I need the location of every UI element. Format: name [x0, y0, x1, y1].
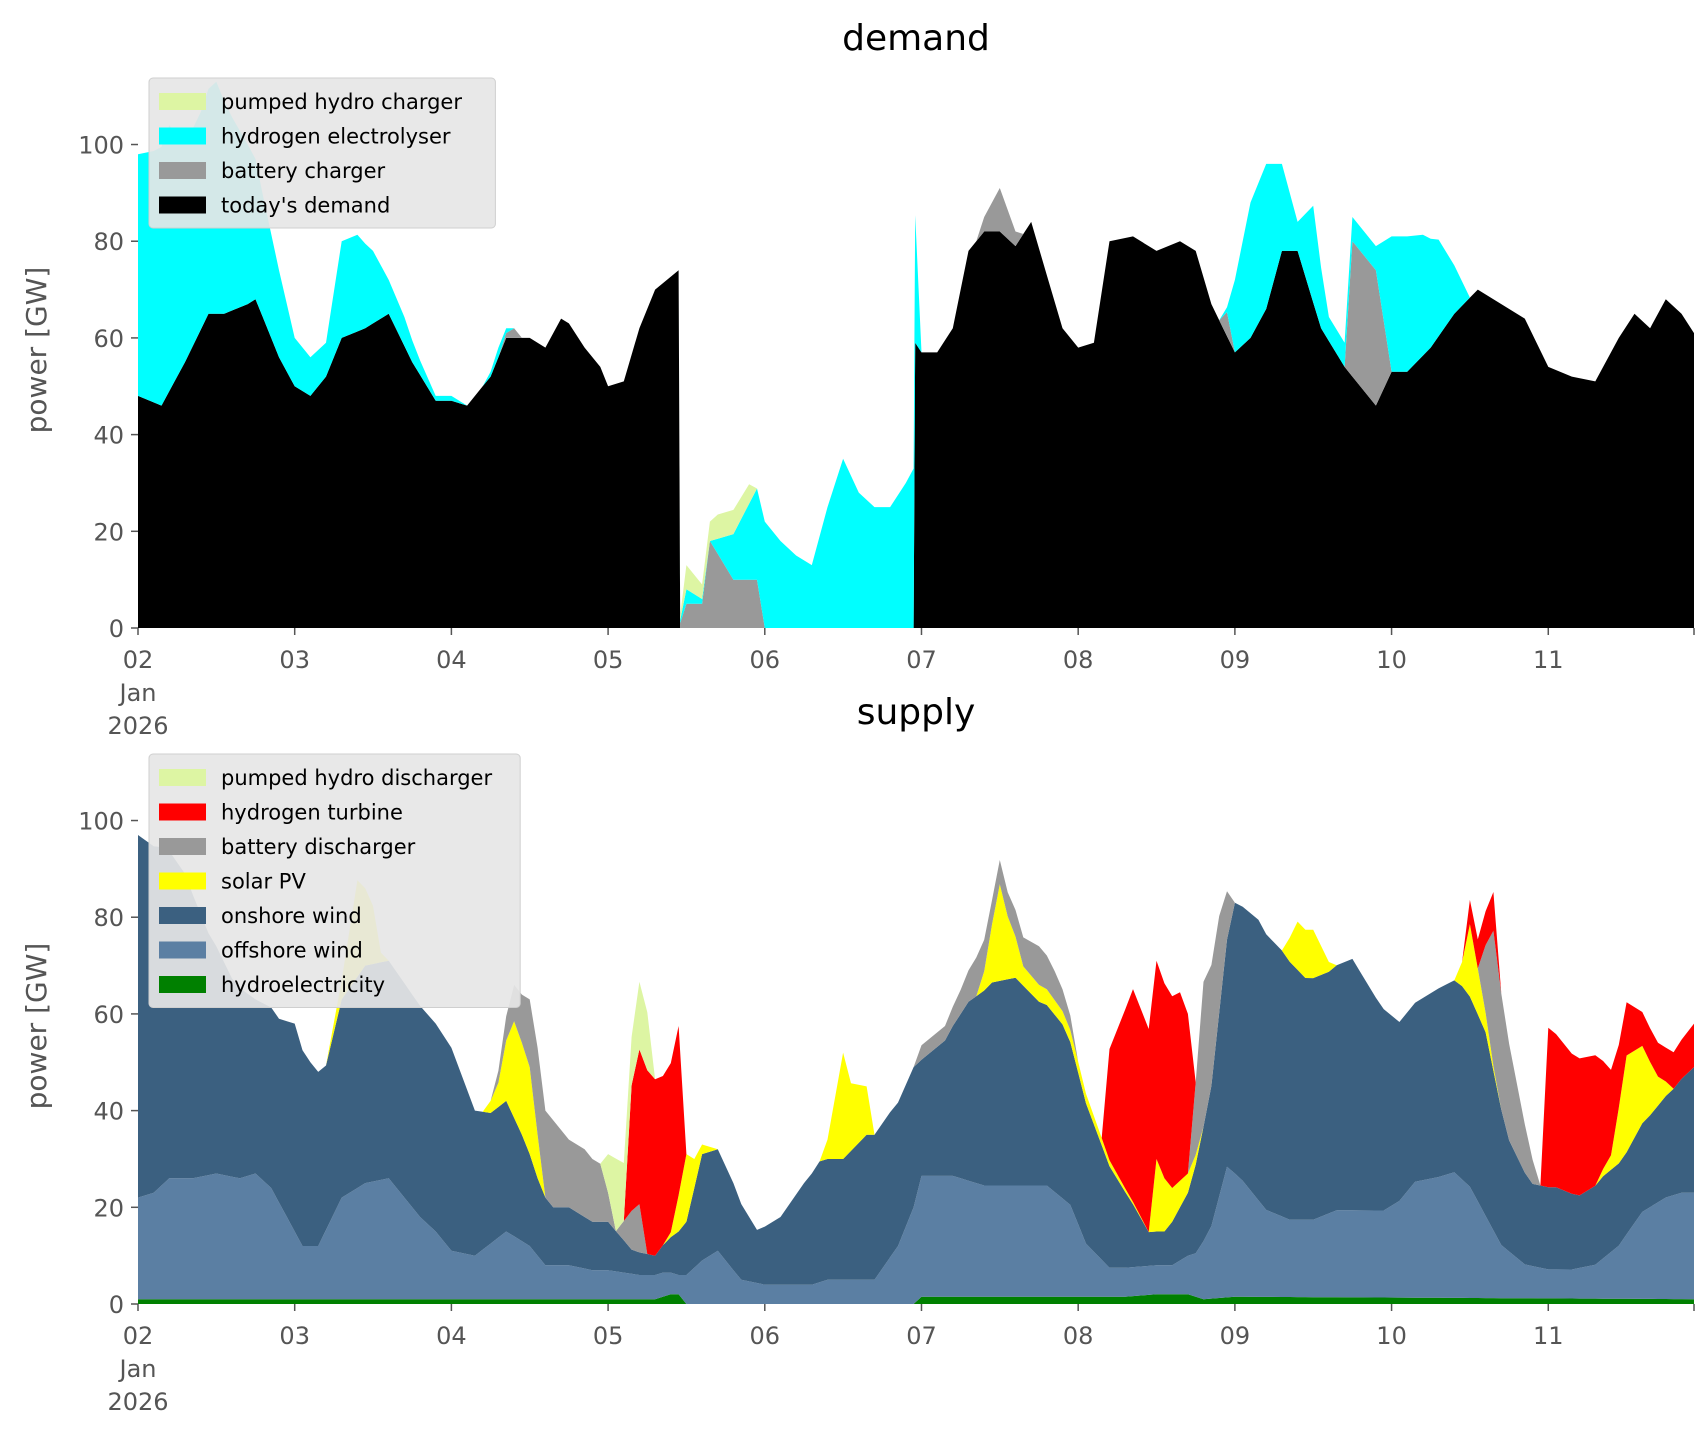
legend-item: battery discharger — [159, 835, 416, 859]
x-tick-label: 04 — [436, 1322, 467, 1350]
y-tick-label: 0 — [109, 1291, 124, 1319]
y-tick-label: 20 — [93, 518, 124, 546]
x-tick-label: 10 — [1376, 646, 1407, 674]
y-axis-label: power [GW] — [20, 943, 53, 1110]
x-tick-label: 11 — [1533, 646, 1564, 674]
chart-title: demand — [842, 18, 990, 59]
series-area-solar-pv — [138, 835, 1694, 1256]
legend-swatch — [159, 838, 206, 855]
x-tick-label: 08 — [1063, 1322, 1094, 1350]
x-tick-label: 03 — [279, 1322, 310, 1350]
x-axis: 02 Jan 2026 03 04 05 06 07 08 09 10 11 — [107, 1304, 1695, 1416]
y-tick-label: 60 — [93, 1001, 124, 1029]
x-tick-label: 11 — [1533, 1322, 1564, 1350]
x-axis: 02 Jan 2026 03 04 05 06 07 08 09 10 11 — [107, 628, 1695, 740]
legend-swatch — [159, 769, 206, 786]
x-tick-label: 03 — [279, 646, 310, 674]
legend-item: onshore wind — [159, 904, 362, 928]
legend-label: pumped hydro discharger — [221, 766, 492, 790]
legend-box — [148, 753, 521, 1008]
legend-box — [148, 77, 496, 229]
x-tick-label: 07 — [906, 1322, 937, 1350]
x-tick-label: 04 — [436, 646, 467, 674]
x-tick-label: 02 Jan 2026 — [107, 646, 168, 740]
legend-item: hydrogen electrolyser — [159, 125, 451, 149]
legend-item: pumped hydro discharger — [159, 766, 492, 790]
legend-swatch — [159, 976, 206, 993]
legend-item: hydroelectricity — [159, 973, 385, 997]
legend-label: pumped hydro charger — [221, 90, 462, 114]
x-tick-label: 10 — [1376, 1322, 1407, 1350]
legend-item: battery charger — [159, 159, 386, 183]
y-tick-label: 0 — [109, 615, 124, 643]
legend-swatch — [159, 162, 206, 179]
legend-swatch — [159, 93, 206, 110]
x-tick-label: 07 — [906, 646, 937, 674]
series-area-hydroelectricity — [138, 1294, 1694, 1304]
legend-label: hydrogen turbine — [221, 801, 403, 825]
y-tick-label: 60 — [93, 325, 124, 353]
x-tick-label: 02 Jan 2026 — [107, 1322, 168, 1416]
legend-swatch — [159, 803, 206, 821]
series-area-offshore-wind — [138, 1166, 1694, 1304]
legend-label: battery charger — [221, 159, 386, 183]
legend-label: solar PV — [221, 870, 306, 894]
legend: pumped hydro discharger hydrogen turbine b… — [148, 753, 521, 1008]
legend-item: today's demand — [159, 194, 390, 218]
stack-areas — [138, 81, 1694, 628]
x-tick-label: 06 — [750, 646, 781, 674]
legend-item: hydrogen turbine — [159, 801, 403, 825]
x-tick-label: 09 — [1220, 1322, 1251, 1350]
legend: pumped hydro charger hydrogen electrolyse… — [148, 77, 496, 229]
chart-title: supply — [857, 692, 976, 733]
legend-swatch — [159, 872, 206, 890]
legend-item: solar PV — [159, 870, 306, 894]
legend-label: battery discharger — [221, 835, 416, 859]
x-tick-label: 08 — [1063, 646, 1094, 674]
legend-swatch — [159, 907, 206, 924]
y-tick-label: 40 — [93, 1098, 124, 1126]
x-tick-label: 05 — [593, 1322, 624, 1350]
legend-swatch — [159, 941, 206, 959]
legend-swatch — [159, 127, 206, 145]
x-tick-label: 05 — [593, 646, 624, 674]
legend-label: offshore wind — [221, 939, 363, 963]
legend-label: hydrogen electrolyser — [221, 125, 451, 149]
y-axis-label: power [GW] — [20, 267, 53, 434]
legend-swatch — [159, 196, 206, 214]
y-tick-label: 100 — [78, 808, 124, 836]
x-tick-label: 09 — [1220, 646, 1251, 674]
y-tick-label: 100 — [78, 132, 124, 160]
legend-item: offshore wind — [159, 939, 363, 963]
legend-label: onshore wind — [221, 904, 362, 928]
y-axis: 0 20 40 60 80 100 — [78, 132, 138, 643]
series-area-hydrogen-electrolyser — [138, 81, 1694, 628]
stack-areas — [138, 835, 1694, 1304]
y-tick-label: 20 — [93, 1194, 124, 1222]
y-axis: 0 20 40 60 80 100 — [78, 808, 138, 1319]
legend-label: today's demand — [221, 194, 390, 218]
y-tick-label: 40 — [93, 422, 124, 450]
x-tick-label: 06 — [750, 1322, 781, 1350]
y-tick-label: 80 — [93, 228, 124, 256]
legend-label: hydroelectricity — [221, 973, 385, 997]
series-area-today-s-demand — [138, 221, 1694, 628]
y-tick-label: 80 — [93, 904, 124, 932]
legend-item: pumped hydro charger — [159, 90, 462, 114]
series-area-onshore-wind — [138, 835, 1694, 1285]
